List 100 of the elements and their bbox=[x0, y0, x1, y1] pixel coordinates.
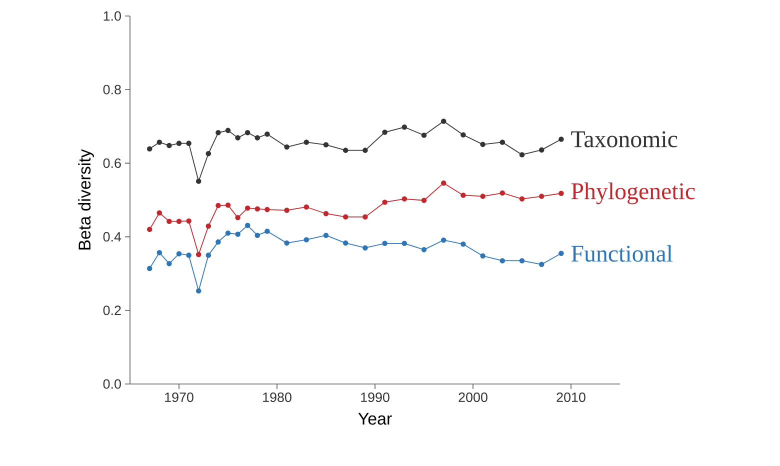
point bbox=[440, 118, 446, 124]
point bbox=[460, 242, 466, 247]
x-tick-label: 2000 bbox=[458, 392, 488, 402]
point bbox=[362, 148, 368, 153]
point bbox=[176, 251, 182, 256]
point bbox=[460, 132, 466, 138]
point bbox=[500, 258, 506, 264]
point bbox=[558, 190, 564, 196]
point bbox=[156, 210, 162, 216]
point bbox=[421, 247, 427, 252]
point bbox=[480, 253, 486, 259]
point bbox=[284, 144, 290, 150]
point bbox=[519, 258, 525, 264]
point bbox=[235, 135, 240, 140]
point bbox=[500, 190, 506, 196]
point bbox=[244, 205, 250, 211]
y-axis-title: Beta diversity bbox=[78, 149, 94, 250]
point bbox=[244, 222, 250, 228]
point bbox=[186, 218, 192, 224]
point bbox=[558, 136, 564, 142]
point bbox=[440, 237, 446, 243]
point bbox=[206, 223, 212, 229]
point bbox=[304, 204, 310, 210]
point bbox=[196, 252, 202, 258]
point bbox=[480, 142, 486, 148]
point bbox=[264, 206, 270, 212]
point bbox=[146, 226, 152, 232]
point bbox=[235, 215, 240, 220]
point bbox=[519, 196, 525, 202]
point bbox=[206, 252, 212, 258]
point bbox=[402, 240, 408, 246]
point bbox=[402, 124, 408, 130]
point bbox=[440, 180, 446, 186]
y-tick-label: 0.2 bbox=[103, 306, 121, 316]
point bbox=[196, 178, 202, 184]
point bbox=[460, 192, 466, 198]
x-tick-label: 1980 bbox=[263, 392, 292, 402]
series-label: Functional bbox=[571, 244, 673, 262]
point bbox=[382, 130, 388, 135]
point bbox=[146, 266, 152, 272]
series-label: Phylogenetic bbox=[571, 182, 695, 204]
point bbox=[235, 232, 240, 237]
point bbox=[538, 194, 544, 199]
point bbox=[538, 262, 544, 268]
point bbox=[206, 150, 212, 156]
point bbox=[254, 135, 260, 140]
point bbox=[216, 202, 221, 208]
point bbox=[402, 196, 408, 202]
point bbox=[342, 148, 348, 153]
point bbox=[558, 250, 564, 256]
series-label: Taxonomic bbox=[571, 131, 678, 148]
point bbox=[166, 261, 172, 266]
y-tick-label: 1.0 bbox=[104, 11, 121, 21]
point bbox=[196, 288, 202, 294]
point bbox=[166, 142, 172, 148]
point bbox=[519, 152, 525, 158]
point bbox=[176, 140, 182, 146]
point bbox=[186, 252, 192, 258]
point bbox=[284, 208, 290, 213]
point bbox=[264, 131, 270, 137]
point bbox=[254, 206, 260, 212]
y-tick-label: 0.0 bbox=[103, 379, 121, 389]
point bbox=[362, 245, 368, 250]
point bbox=[146, 146, 152, 152]
point bbox=[304, 140, 310, 145]
point bbox=[382, 240, 388, 246]
point bbox=[216, 239, 221, 245]
y-tick-label: 0.8 bbox=[103, 84, 121, 94]
point bbox=[323, 232, 329, 238]
point bbox=[421, 132, 427, 138]
x-axis-title: Year bbox=[358, 412, 392, 425]
point bbox=[244, 130, 250, 136]
point bbox=[342, 240, 348, 246]
point bbox=[166, 218, 172, 224]
point bbox=[304, 237, 310, 242]
point bbox=[225, 202, 231, 208]
point bbox=[254, 232, 260, 238]
point bbox=[323, 142, 329, 148]
point bbox=[176, 218, 182, 224]
point bbox=[538, 147, 544, 153]
point bbox=[421, 198, 427, 204]
point bbox=[284, 240, 290, 246]
point bbox=[323, 210, 329, 216]
point bbox=[156, 250, 162, 256]
y-tick-label: 0.6 bbox=[103, 158, 121, 168]
point bbox=[186, 140, 192, 146]
point bbox=[342, 214, 348, 220]
point bbox=[225, 128, 231, 134]
point bbox=[382, 200, 388, 205]
x-tick-label: 1970 bbox=[165, 392, 194, 402]
y-tick-label: 0.4 bbox=[103, 232, 122, 242]
point bbox=[500, 140, 506, 145]
x-tick-label: 1990 bbox=[361, 392, 390, 402]
point bbox=[362, 214, 368, 220]
point bbox=[480, 194, 486, 199]
point bbox=[225, 230, 231, 236]
point bbox=[156, 140, 162, 145]
point bbox=[216, 130, 221, 136]
x-tick-label: 2010 bbox=[556, 392, 586, 402]
point bbox=[264, 228, 270, 234]
